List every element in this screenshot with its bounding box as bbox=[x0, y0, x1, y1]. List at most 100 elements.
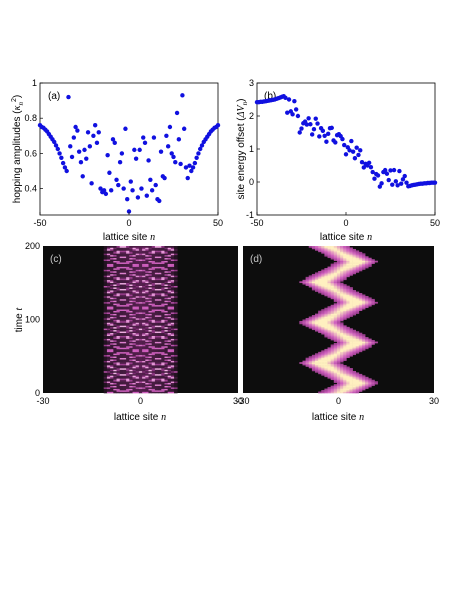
heatmap-cell bbox=[106, 294, 111, 297]
heatmap-cell bbox=[145, 263, 149, 266]
heatmap-cell bbox=[333, 337, 338, 339]
heatmap-cell bbox=[145, 288, 149, 291]
heatmap-cell bbox=[343, 269, 347, 272]
heatmap-cell bbox=[138, 338, 143, 341]
heatmap-cell bbox=[145, 297, 149, 300]
heatmap-cell bbox=[126, 291, 130, 294]
heatmap-cell bbox=[142, 263, 146, 266]
heatmap-cell bbox=[333, 385, 338, 388]
heatmap-cell bbox=[116, 325, 121, 328]
heatmap-cell bbox=[103, 363, 108, 366]
heatmap-cell bbox=[164, 310, 168, 313]
heatmap-cell bbox=[113, 348, 117, 351]
heatmap-cell bbox=[352, 353, 357, 356]
heatmap-cell bbox=[343, 295, 347, 298]
heatmap-cell bbox=[116, 316, 121, 319]
heatmap-cell bbox=[135, 319, 140, 322]
heatmap-cell bbox=[305, 281, 310, 284]
heatmap-cell bbox=[142, 313, 146, 316]
heatmap-cell bbox=[119, 365, 124, 367]
heatmap-cell bbox=[170, 369, 175, 372]
heatmap-cell bbox=[336, 259, 341, 261]
heatmap-cell bbox=[308, 278, 313, 281]
heatmap-cell bbox=[170, 248, 175, 251]
heatmap-cell bbox=[113, 268, 117, 270]
heatmap-cell bbox=[106, 287, 111, 289]
heatmap-cell bbox=[158, 281, 162, 284]
heatmap-cell bbox=[119, 379, 124, 382]
heatmap-cell bbox=[138, 306, 143, 309]
heatmap-cell bbox=[151, 268, 156, 270]
panel-b-xlabel: lattice site n bbox=[320, 232, 372, 243]
heatmap-cell bbox=[116, 353, 121, 356]
heatmap-cell bbox=[132, 265, 137, 267]
heatmap-cell bbox=[148, 351, 152, 354]
heatmap-cell bbox=[340, 381, 344, 384]
heatmap-cell bbox=[142, 275, 146, 278]
heatmap-cell bbox=[135, 281, 140, 284]
heatmap-cell bbox=[158, 266, 162, 269]
heatmap-cell bbox=[349, 382, 353, 385]
heatmap-cell bbox=[352, 387, 357, 389]
heatmap-cell bbox=[113, 354, 117, 357]
data-point bbox=[128, 179, 133, 184]
panel-b-frame bbox=[256, 82, 436, 216]
heatmap-cell bbox=[170, 266, 175, 269]
heatmap-cell bbox=[142, 270, 146, 273]
heatmap-cell bbox=[106, 373, 111, 376]
heatmap-cell bbox=[129, 379, 133, 382]
heatmap-cell bbox=[308, 319, 313, 322]
heatmap-cell bbox=[148, 325, 152, 328]
heatmap-cell bbox=[167, 319, 172, 322]
heatmap-cell bbox=[336, 331, 341, 334]
heatmap-cell bbox=[330, 273, 335, 276]
heatmap-cell bbox=[122, 315, 127, 317]
heatmap-cell bbox=[361, 256, 366, 259]
heatmap-cell bbox=[349, 335, 353, 338]
heatmap-cell bbox=[122, 312, 127, 314]
heatmap-cell bbox=[135, 293, 140, 295]
heatmap-cell bbox=[368, 257, 372, 260]
heatmap-cell bbox=[129, 290, 133, 292]
heatmap-cell bbox=[132, 347, 137, 350]
heatmap-cell bbox=[327, 266, 331, 269]
heatmap-cell bbox=[142, 388, 146, 391]
heatmap-cell bbox=[151, 335, 156, 338]
heatmap-cell bbox=[336, 298, 341, 301]
heatmap-cell bbox=[358, 293, 363, 295]
heatmap-cell bbox=[110, 318, 114, 320]
heatmap-cell bbox=[154, 291, 159, 294]
heatmap-cell bbox=[161, 369, 165, 372]
heatmap-cell bbox=[358, 381, 363, 384]
data-point bbox=[388, 168, 393, 173]
heatmap-cell bbox=[321, 353, 325, 356]
heatmap-cell bbox=[336, 316, 341, 319]
heatmap-cell bbox=[110, 376, 114, 379]
heatmap-cell bbox=[113, 287, 117, 289]
heatmap-cell bbox=[103, 279, 108, 282]
heatmap-cell bbox=[142, 368, 146, 370]
heatmap-cell bbox=[142, 348, 146, 351]
heatmap-cell bbox=[116, 300, 121, 303]
heatmap-cell bbox=[164, 365, 168, 367]
heatmap-cell bbox=[110, 254, 114, 257]
heatmap-cell bbox=[151, 353, 156, 356]
heatmap-cell bbox=[103, 378, 108, 381]
heatmap-cell bbox=[138, 263, 143, 266]
heatmap-cell bbox=[315, 329, 319, 332]
heatmap-cell bbox=[167, 381, 172, 384]
heatmap-cell bbox=[113, 365, 117, 367]
heatmap-cell bbox=[349, 343, 353, 345]
heatmap-cell bbox=[174, 323, 178, 326]
heatmap-cell bbox=[343, 382, 347, 385]
heatmap-cell bbox=[119, 360, 124, 363]
heatmap-cell bbox=[340, 312, 344, 314]
heatmap-cell bbox=[113, 304, 117, 307]
heatmap-cell bbox=[106, 246, 111, 248]
heatmap-cell bbox=[135, 325, 140, 328]
heatmap-cell bbox=[349, 256, 353, 259]
heatmap-cell bbox=[106, 372, 111, 375]
heatmap-cell bbox=[167, 250, 172, 253]
heatmap-cell bbox=[129, 309, 133, 311]
heatmap-cell bbox=[154, 323, 159, 326]
